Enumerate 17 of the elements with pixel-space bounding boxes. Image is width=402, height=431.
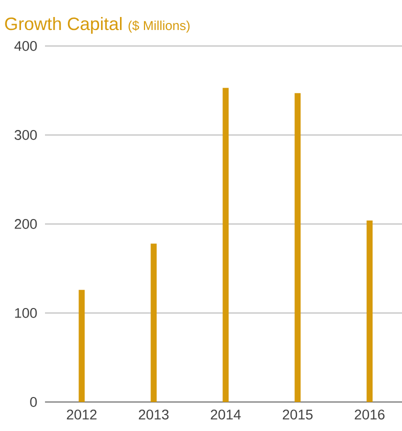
y-tick-label: 100 [15,308,37,318]
bar [366,220,373,402]
y-tick-label: 400 [14,41,37,51]
x-tick-label: 2014 [210,410,241,420]
chart-title: Growth Capital [5,16,122,34]
x-tick-label: 2013 [138,410,169,420]
bar [222,88,229,402]
bar [294,93,301,402]
x-tick-label: 2012 [66,410,97,420]
y-tick-label: 0 [30,397,37,407]
y-tick-label: 300 [14,130,37,140]
bar [150,244,157,402]
x-tick-label: 2016 [354,410,385,420]
chart-subtitle: ($ Millions) [128,20,190,33]
x-tick-label: 2015 [282,410,313,420]
bar [78,290,85,402]
y-tick-label: 200 [14,219,37,229]
